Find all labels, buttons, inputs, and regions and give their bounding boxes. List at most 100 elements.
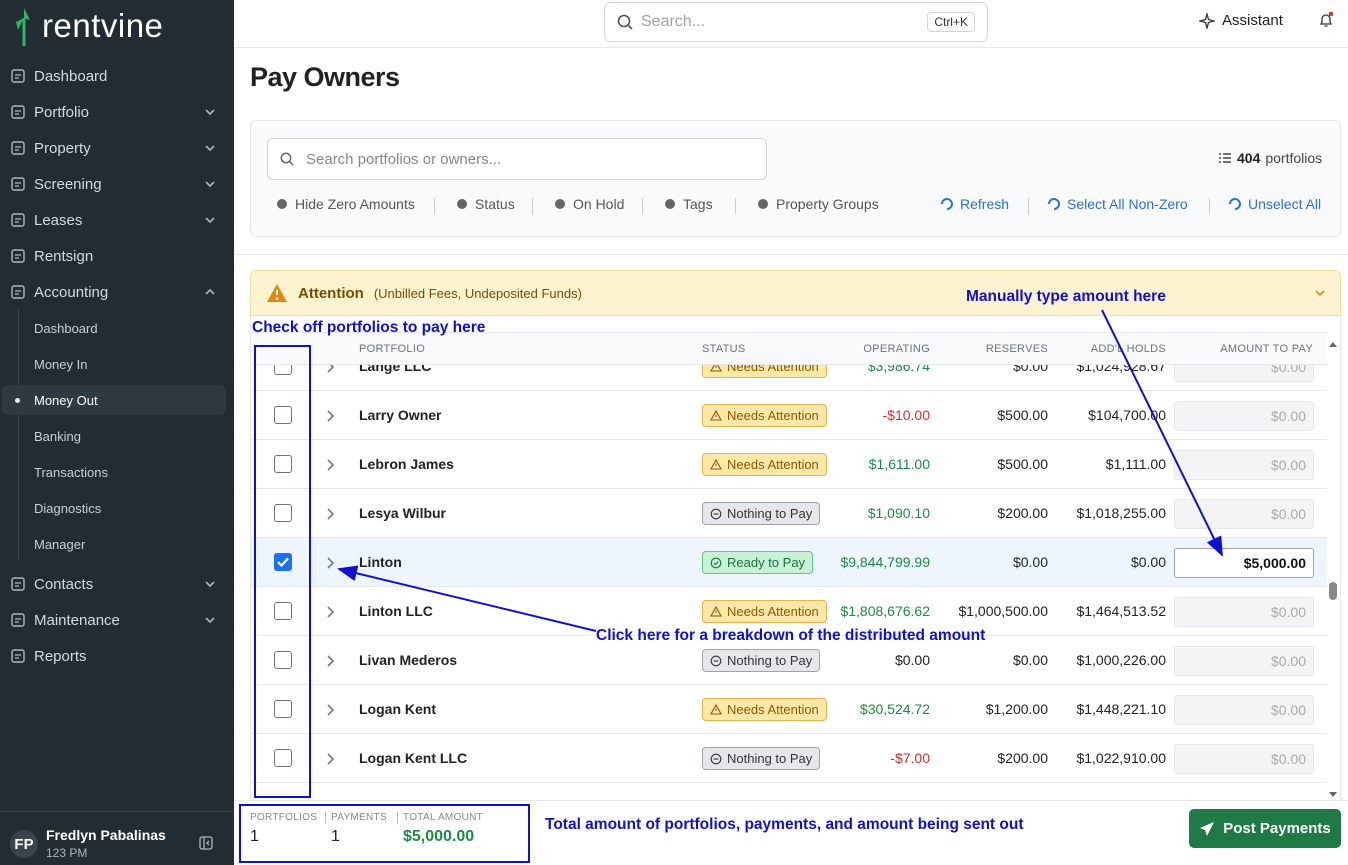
summary-divider <box>325 812 326 824</box>
filter-button[interactable]: Hide Zero Amounts <box>275 196 415 212</box>
notifications[interactable] <box>1318 11 1334 33</box>
nav-item[interactable]: Portfolio <box>10 97 224 127</box>
amount-input[interactable]: $0.00 <box>1174 646 1314 676</box>
nav-subitem[interactable]: Money Out <box>34 392 98 408</box>
filter-button[interactable]: Tags <box>663 196 713 212</box>
filter-button[interactable]: On Hold <box>553 196 624 212</box>
expand-chevron[interactable] <box>325 507 337 525</box>
action-button[interactable]: Refresh <box>940 196 1009 212</box>
table-row: Lebron James Needs Attention $1,611.00 $500… <box>251 440 1327 489</box>
action-button[interactable]: Unselect All <box>1228 196 1321 212</box>
holds-amount: $1,464,513.52 <box>1076 603 1166 619</box>
nav-subitem[interactable]: Banking <box>34 428 81 444</box>
row-checkbox[interactable] <box>274 455 292 473</box>
attention-banner[interactable]: Attention (Unbilled Fees, Undeposited Fun… <box>250 270 1341 316</box>
collapse-button[interactable] <box>199 836 213 855</box>
nav-subitem[interactable]: Transactions <box>34 464 108 480</box>
portfolio-search[interactable]: Search portfolios or owners... <box>267 138 767 180</box>
chevron-right <box>327 557 335 569</box>
nav-chevron <box>205 181 215 188</box>
nav-item[interactable]: Maintenance <box>10 605 224 635</box>
nav-item[interactable]: Dashboard <box>10 61 224 91</box>
shortcut-key: Ctrl+K <box>927 12 975 32</box>
scrollbar-thumb <box>1329 582 1337 600</box>
portfolio-count: 404 portfolios <box>1218 150 1322 166</box>
row-checkbox[interactable] <box>274 553 292 571</box>
status-label: Needs Attention <box>727 457 819 472</box>
row-checkbox[interactable] <box>274 749 292 767</box>
amount-input[interactable]: $0.00 <box>1174 365 1314 382</box>
post-payments-button[interactable]: Post Payments <box>1189 809 1341 848</box>
action-button[interactable]: Select All Non-Zero <box>1047 196 1188 212</box>
count-value: 404 <box>1237 150 1261 166</box>
reserves-amount: $500.00 <box>997 456 1048 472</box>
nav-icon <box>11 105 25 119</box>
reserves-amount: $0.00 <box>1012 554 1048 570</box>
annotation: Total amount of portfolios, payments, an… <box>545 816 1024 833</box>
row-checkbox[interactable] <box>274 700 292 718</box>
expand-chevron[interactable] <box>325 365 337 378</box>
table-row: Larry Owner Needs Attention -$10.00 $500.00… <box>251 391 1327 440</box>
action-label: Refresh <box>960 196 1010 212</box>
nav-subitem[interactable]: Manager <box>34 536 86 552</box>
expand-chevron[interactable] <box>325 458 337 476</box>
brand: rentvine <box>12 6 163 46</box>
assistant-button[interactable]: Assistant <box>1199 12 1283 29</box>
expand-chevron[interactable] <box>325 654 337 672</box>
amount-input[interactable]: $0.00 <box>1174 744 1314 774</box>
expand-chevron[interactable] <box>325 605 337 623</box>
row-checkbox[interactable] <box>274 602 292 620</box>
table-row: Lange LLC Needs Attention $3,986.74 $0.00 $1… <box>251 365 1327 391</box>
nav-chevron <box>205 581 215 588</box>
sidebar-divider <box>0 811 234 812</box>
attention-title: Attention <box>298 284 364 302</box>
expand-chevron[interactable] <box>325 703 337 721</box>
nav-item[interactable]: Screening <box>10 169 224 199</box>
row-checkbox[interactable] <box>274 651 292 669</box>
amount-input[interactable]: $5,000.00 <box>1174 548 1314 578</box>
nav-item[interactable]: Property <box>10 133 224 163</box>
amount-input[interactable]: $0.00 <box>1174 695 1314 725</box>
column-header: AMOUNT TO PAY <box>1220 343 1313 355</box>
global-search[interactable]: Search... Ctrl+K <box>604 2 988 42</box>
filter-button[interactable]: Status <box>455 196 515 212</box>
status-badge: Needs Attention <box>702 453 827 476</box>
search-icon <box>617 14 633 30</box>
count-label: portfolios <box>1265 150 1323 166</box>
nav-item[interactable]: Accounting <box>10 277 224 307</box>
amount-input[interactable]: $0.00 <box>1174 499 1314 529</box>
status-badge: Needs Attention <box>702 698 827 721</box>
expand-chevron[interactable] <box>325 409 337 427</box>
operating-amount: $1,808,676.62 <box>840 603 930 619</box>
summary-divider <box>397 812 398 824</box>
chevron-right <box>327 606 335 618</box>
action-icon <box>1048 198 1060 210</box>
nav-subitem[interactable]: Dashboard <box>34 320 98 336</box>
filter-button[interactable]: Property Groups <box>756 196 879 212</box>
nav-item[interactable]: Reports <box>10 641 224 671</box>
nav-icon <box>11 613 25 627</box>
expand-chevron[interactable] <box>325 752 337 770</box>
row-checkbox[interactable] <box>274 365 292 375</box>
portfolio-name: Larry Owner <box>359 407 442 423</box>
amount-input[interactable]: $0.00 <box>1174 401 1314 431</box>
nav-chevron <box>205 288 215 295</box>
nav-subitem[interactable]: Diagnostics <box>34 500 102 516</box>
row-checkbox[interactable] <box>274 406 292 424</box>
nav-item[interactable]: Rentsign <box>10 241 224 271</box>
sub-rail <box>18 309 19 561</box>
nav-label: Screening <box>34 175 102 193</box>
search-placeholder: Search portfolios or owners... <box>306 150 502 168</box>
row-checkbox[interactable] <box>274 504 292 522</box>
column-header: STATUS <box>702 343 746 355</box>
nav-subitem[interactable]: Money In <box>34 356 88 372</box>
amount-input[interactable]: $0.00 <box>1174 450 1314 480</box>
nav-item[interactable]: Contacts <box>10 569 224 599</box>
filter-icon <box>457 199 467 209</box>
amount-input[interactable]: $0.00 <box>1174 597 1314 627</box>
status-icon <box>710 753 722 764</box>
action-icon <box>941 198 953 210</box>
nav-item[interactable]: Leases <box>10 205 224 235</box>
search-placeholder: Search... <box>641 13 706 30</box>
expand-chevron[interactable] <box>325 556 337 574</box>
